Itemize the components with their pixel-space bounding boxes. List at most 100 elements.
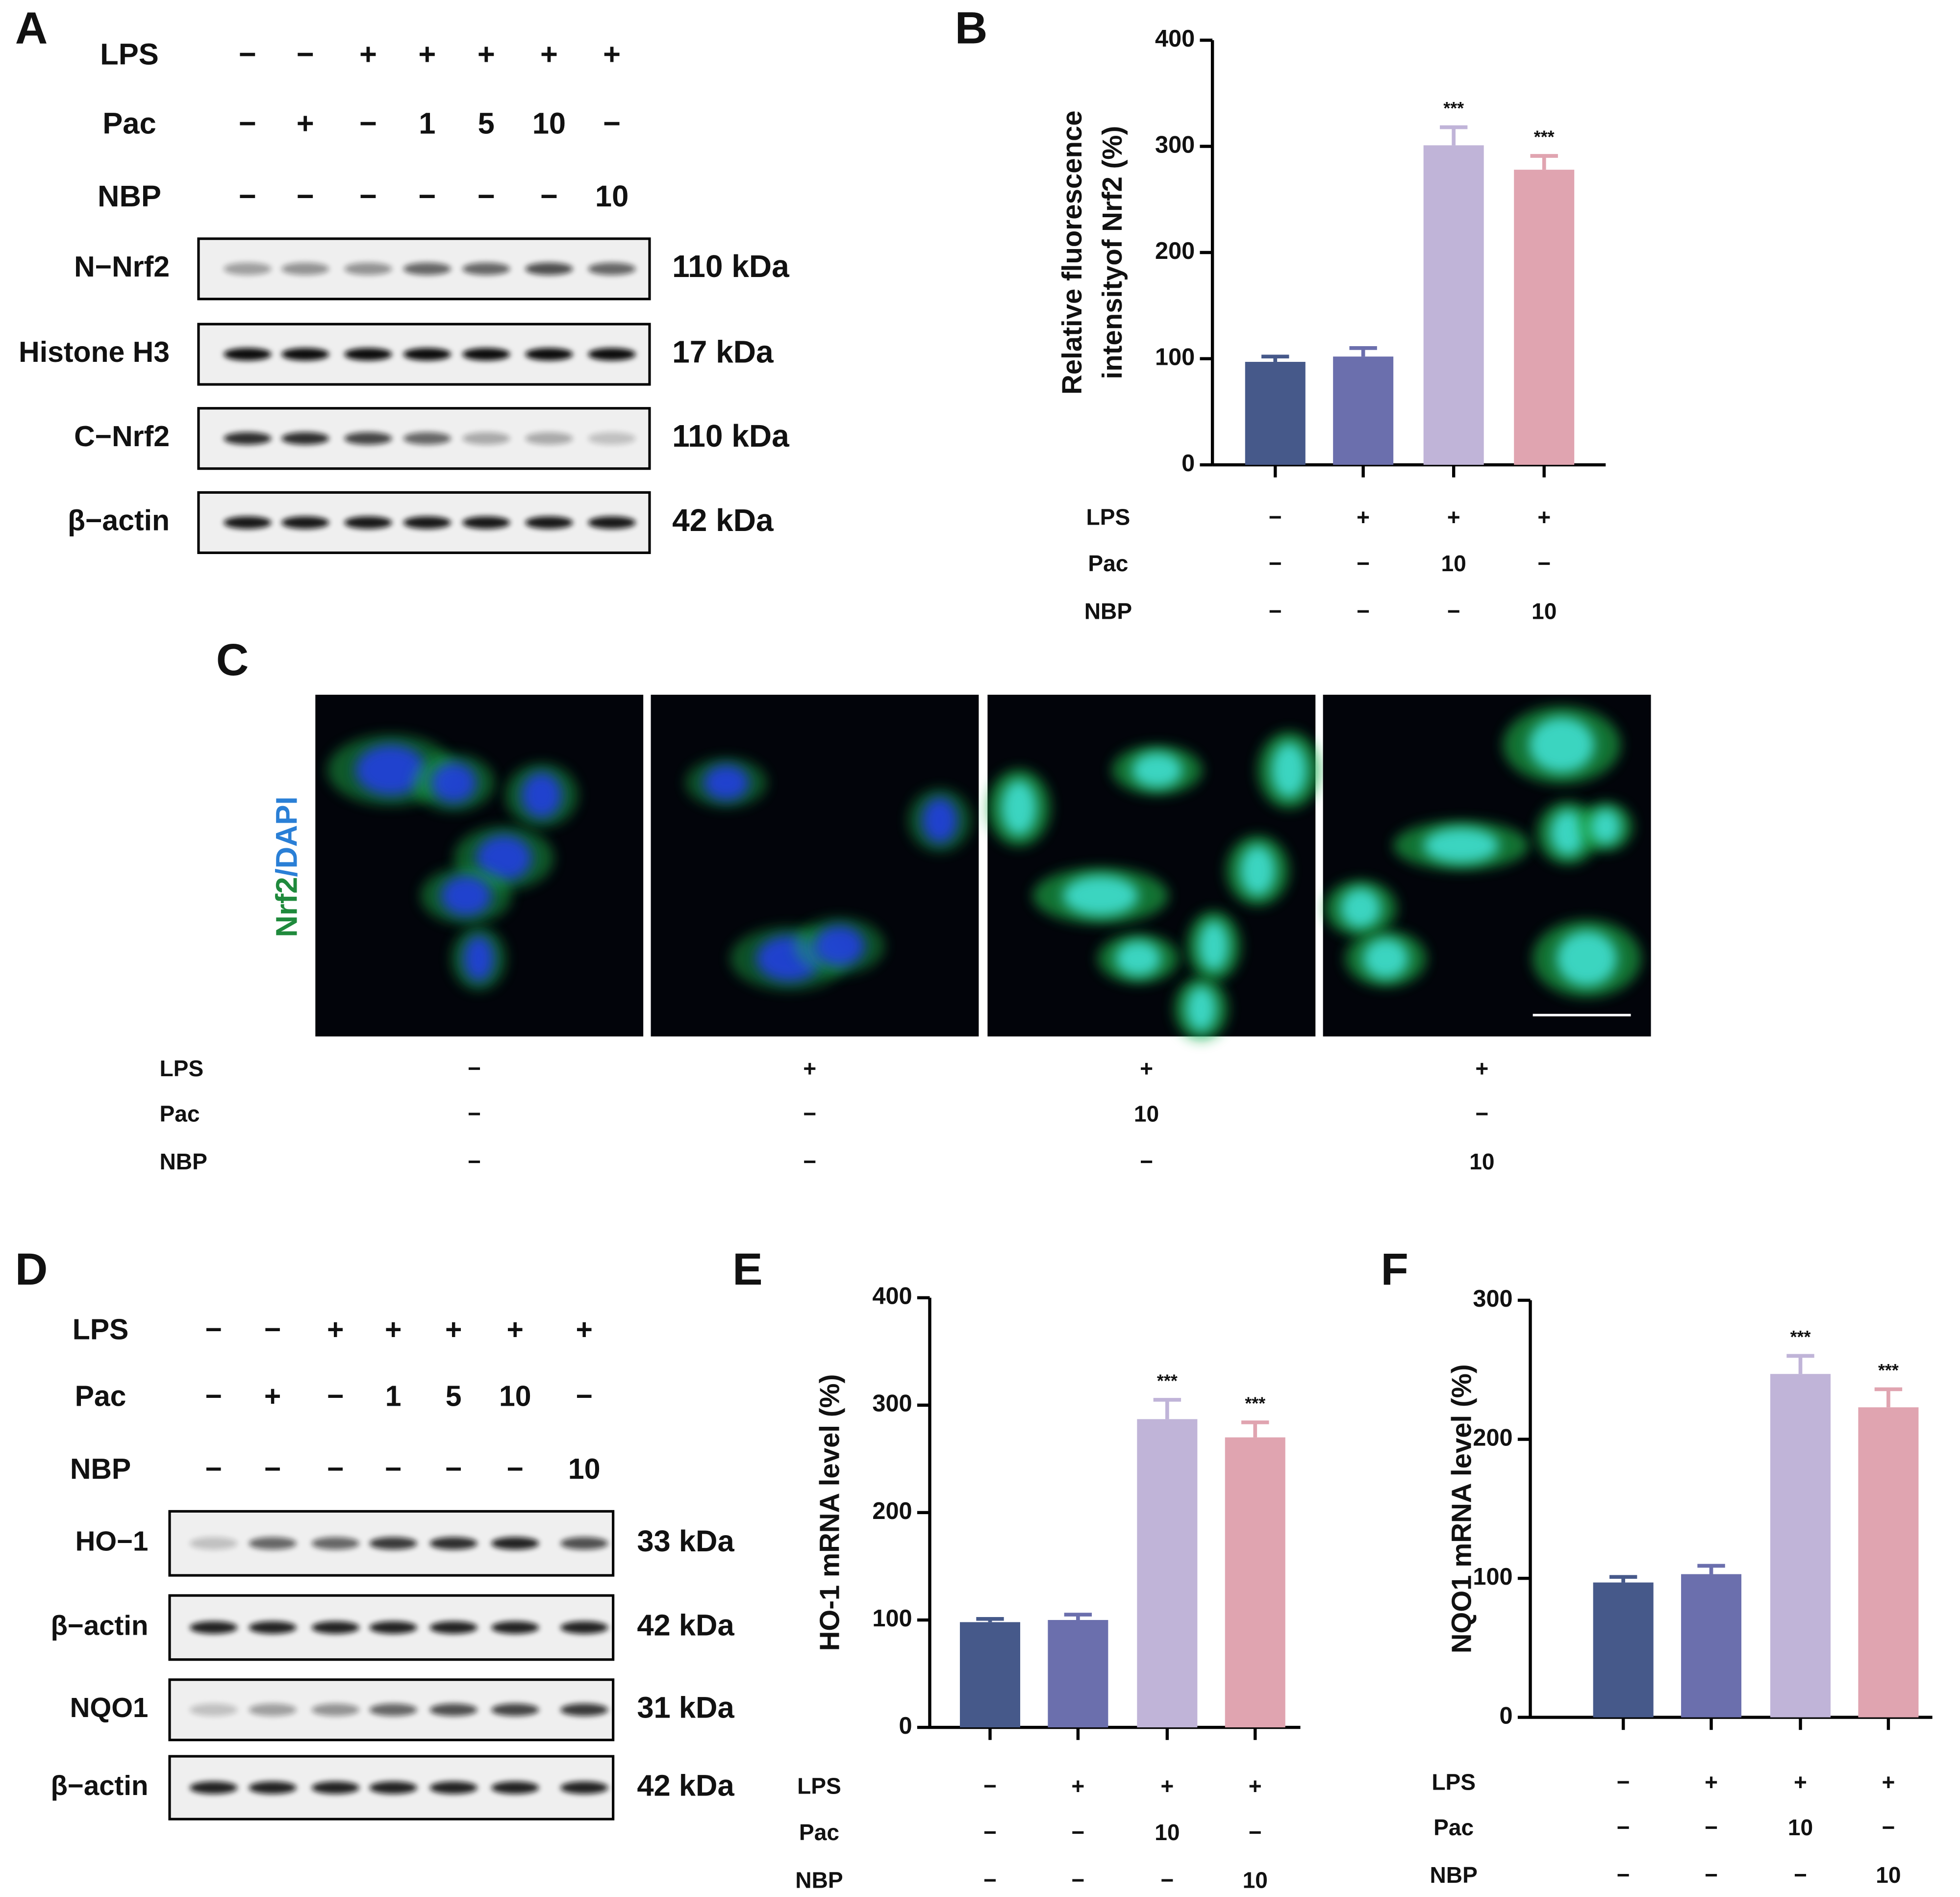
treatment-label: LPS <box>159 1056 203 1081</box>
treatment-value: − <box>297 38 314 72</box>
bar <box>1333 356 1394 465</box>
stain-part: Nrf2 <box>270 877 304 937</box>
blot-frame <box>168 1755 615 1821</box>
treatment-value: 10 <box>1876 1862 1901 1888</box>
treatment-value: − <box>983 1820 997 1845</box>
blot-band <box>369 1537 417 1550</box>
blot-band <box>224 516 272 529</box>
blot-band <box>588 516 636 529</box>
error-bar <box>1349 346 1377 357</box>
treatment-value: + <box>327 1314 344 1346</box>
y-tick-label: 300 <box>1155 131 1195 158</box>
treatment-value: − <box>205 1380 222 1412</box>
cell-nucleus <box>1198 921 1229 971</box>
treatment-value: + <box>603 38 621 72</box>
blot-size: 110 kDa <box>672 249 790 284</box>
treatment-value: 5 <box>478 106 495 140</box>
treatment-value: + <box>1475 1056 1488 1081</box>
treatment-value: − <box>1269 504 1282 530</box>
treatment-label: Pac <box>159 1101 200 1126</box>
blot-band <box>344 516 392 529</box>
treatment-value: 1 <box>385 1380 402 1412</box>
blot-band <box>311 1621 359 1634</box>
cell-nucleus <box>814 926 865 966</box>
treatment-value: − <box>1537 551 1551 576</box>
treatment-value: + <box>1794 1770 1807 1795</box>
treatment-label: NBP <box>70 1453 131 1485</box>
blot-band <box>281 348 329 361</box>
cell-nucleus <box>1271 742 1307 798</box>
error-bar <box>1874 1387 1903 1408</box>
blot-band <box>224 262 272 276</box>
blot-band <box>429 1621 477 1634</box>
treatment-value: − <box>327 1380 344 1412</box>
panel-letter: C <box>216 634 249 685</box>
blot-band <box>311 1537 359 1550</box>
treatment-label: LPS <box>1432 1770 1476 1795</box>
error-bar <box>1697 1564 1725 1574</box>
treatment-value: − <box>1617 1815 1630 1840</box>
error-bar <box>1609 1575 1637 1583</box>
cell-nucleus <box>704 765 749 801</box>
treatment-value: − <box>1705 1815 1718 1840</box>
y-tick-label: 100 <box>1155 344 1195 370</box>
treatment-value: − <box>1071 1867 1084 1893</box>
treatment-value: + <box>1071 1773 1084 1798</box>
cell-nucleus <box>1132 752 1182 788</box>
cell-nucleus <box>463 936 494 982</box>
error-bar <box>1064 1613 1092 1620</box>
blot-label: Histone H3 <box>19 336 170 368</box>
treatment-value: + <box>576 1314 592 1346</box>
bar <box>1423 145 1484 465</box>
blot-band <box>429 1703 477 1717</box>
bar <box>1681 1574 1742 1718</box>
blot-size: 31 kDa <box>637 1691 734 1724</box>
cell-nucleus <box>1063 875 1138 916</box>
significance-label: *** <box>1245 1394 1265 1414</box>
blot-band <box>525 348 573 361</box>
treatment-value: − <box>1705 1862 1718 1888</box>
treatment-value: − <box>239 179 256 213</box>
blot-band <box>429 1537 477 1550</box>
treatment-label: NBP <box>159 1149 207 1174</box>
y-axis-label: Relative fluorescence <box>1056 110 1087 394</box>
treatment-value: − <box>1794 1862 1807 1888</box>
treatment-value: − <box>418 179 436 213</box>
error-bar <box>1241 1420 1269 1438</box>
treatment-value: − <box>803 1101 816 1126</box>
treatment-value: 10 <box>1788 1815 1813 1840</box>
treatment-label: NBP <box>98 179 161 213</box>
treatment-value: − <box>1617 1862 1630 1888</box>
blot-label: NQO1 <box>70 1692 149 1723</box>
treatment-value: − <box>1140 1149 1153 1174</box>
blot-band <box>403 516 452 529</box>
blot-band <box>249 1703 297 1717</box>
blot-band <box>462 262 510 276</box>
error-bar <box>1530 154 1558 170</box>
y-axis-label: NQO1 mRNA level (%) <box>1446 1364 1477 1653</box>
treatment-value: − <box>1160 1867 1174 1893</box>
cell-nucleus <box>1529 717 1595 773</box>
blot-band <box>369 1621 417 1634</box>
treatment-value: + <box>445 1314 462 1346</box>
blot-band <box>462 432 510 445</box>
treatment-value: − <box>385 1453 402 1485</box>
treatment-value: − <box>468 1101 481 1126</box>
blot-size: 42 kDa <box>637 1609 734 1643</box>
error-bar <box>1153 1398 1181 1419</box>
panel-letter: B <box>955 2 988 53</box>
treatment-value: − <box>1269 551 1282 576</box>
treatment-value: − <box>540 179 558 213</box>
blot-band <box>525 262 573 276</box>
treatment-value: − <box>1269 599 1282 624</box>
treatment-label: Pac <box>1433 1815 1474 1840</box>
cell-nucleus <box>476 835 532 881</box>
bar <box>1137 1419 1198 1728</box>
treatment-value: + <box>1882 1770 1895 1795</box>
treatment-value: 10 <box>1441 551 1466 576</box>
treatment-value: − <box>507 1453 524 1485</box>
bar <box>1770 1374 1831 1718</box>
y-tick-label: 100 <box>872 1605 912 1632</box>
y-tick-label: 100 <box>1473 1564 1512 1590</box>
blot-band <box>189 1781 238 1794</box>
